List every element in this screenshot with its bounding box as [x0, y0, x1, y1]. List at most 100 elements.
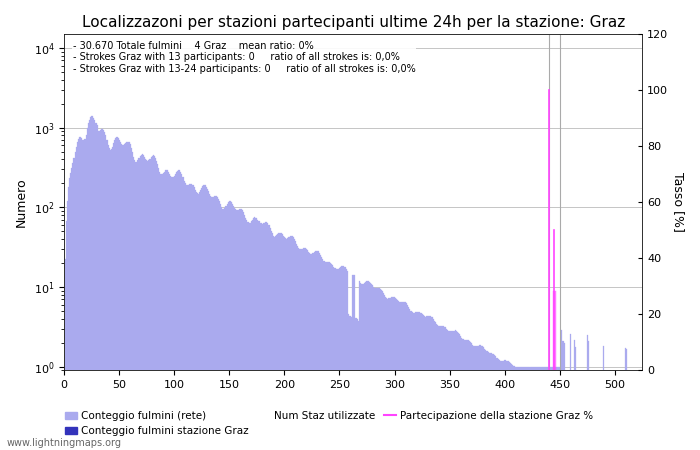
- Bar: [320, 255, 321, 450]
- Bar: [550, 367, 552, 450]
- Bar: [398, 301, 400, 450]
- Bar: [77, 142, 78, 450]
- Bar: [68, 187, 69, 450]
- Bar: [504, 360, 505, 450]
- Bar: [448, 331, 449, 450]
- Bar: [222, 208, 223, 450]
- Bar: [350, 316, 351, 450]
- Bar: [414, 313, 415, 450]
- Bar: [327, 262, 328, 450]
- Bar: [149, 159, 150, 450]
- Bar: [263, 223, 264, 450]
- Bar: [419, 312, 421, 450]
- Bar: [390, 298, 391, 450]
- Bar: [400, 302, 402, 450]
- Bar: [240, 209, 241, 450]
- Bar: [277, 234, 279, 450]
- Bar: [412, 312, 413, 450]
- Bar: [484, 349, 485, 450]
- Bar: [417, 312, 418, 450]
- Bar: [542, 367, 543, 450]
- Bar: [557, 367, 558, 450]
- Bar: [95, 123, 97, 450]
- Bar: [481, 346, 482, 450]
- Bar: [454, 330, 456, 450]
- Bar: [170, 176, 172, 450]
- Bar: [438, 326, 439, 450]
- Bar: [326, 262, 327, 450]
- Bar: [529, 367, 531, 450]
- Bar: [511, 364, 512, 450]
- Bar: [297, 246, 298, 450]
- Bar: [381, 290, 382, 450]
- Bar: [245, 218, 246, 450]
- Bar: [465, 340, 466, 450]
- Bar: [421, 315, 423, 450]
- Bar: [229, 201, 230, 450]
- Bar: [482, 346, 483, 450]
- Bar: [382, 292, 383, 450]
- Bar: [325, 262, 326, 450]
- Bar: [555, 367, 556, 450]
- Bar: [88, 123, 89, 450]
- Bar: [108, 148, 110, 450]
- Y-axis label: Numero: Numero: [15, 177, 28, 227]
- Bar: [216, 197, 218, 450]
- Bar: [318, 252, 319, 450]
- Bar: [164, 171, 165, 450]
- Bar: [389, 298, 390, 450]
- Bar: [321, 257, 323, 450]
- Bar: [246, 220, 248, 450]
- Bar: [475, 346, 477, 450]
- Bar: [200, 190, 201, 450]
- Bar: [461, 338, 462, 450]
- Bar: [70, 172, 71, 450]
- Bar: [302, 248, 304, 450]
- Bar: [564, 343, 565, 450]
- Bar: [466, 340, 467, 450]
- Bar: [72, 163, 74, 450]
- Bar: [189, 184, 190, 450]
- Bar: [377, 288, 379, 450]
- Bar: [195, 189, 196, 450]
- Bar: [123, 145, 124, 450]
- Bar: [104, 132, 106, 450]
- Bar: [458, 333, 459, 450]
- Bar: [545, 367, 546, 450]
- Bar: [309, 253, 310, 450]
- Bar: [393, 297, 394, 450]
- Bar: [435, 322, 436, 450]
- Bar: [150, 157, 152, 450]
- Bar: [314, 252, 315, 450]
- Bar: [190, 184, 191, 450]
- Bar: [441, 326, 442, 450]
- Bar: [129, 142, 130, 450]
- Bar: [533, 367, 534, 450]
- Bar: [450, 332, 452, 450]
- Bar: [221, 207, 222, 450]
- Bar: [573, 340, 575, 450]
- Bar: [537, 367, 538, 450]
- Bar: [283, 236, 284, 450]
- Bar: [364, 283, 365, 450]
- Bar: [204, 185, 206, 450]
- Bar: [548, 367, 550, 450]
- Bar: [248, 223, 250, 450]
- Bar: [312, 253, 314, 450]
- Bar: [271, 231, 272, 450]
- Bar: [415, 312, 416, 450]
- Bar: [89, 120, 90, 450]
- Bar: [413, 313, 414, 450]
- Bar: [485, 350, 486, 450]
- Bar: [235, 209, 237, 450]
- Bar: [181, 174, 183, 450]
- Bar: [525, 367, 526, 450]
- Bar: [407, 305, 408, 450]
- Bar: [74, 153, 76, 450]
- Bar: [452, 331, 454, 450]
- Bar: [506, 360, 507, 450]
- Bar: [66, 201, 68, 450]
- Bar: [374, 288, 375, 450]
- Bar: [436, 324, 437, 450]
- Bar: [228, 202, 229, 450]
